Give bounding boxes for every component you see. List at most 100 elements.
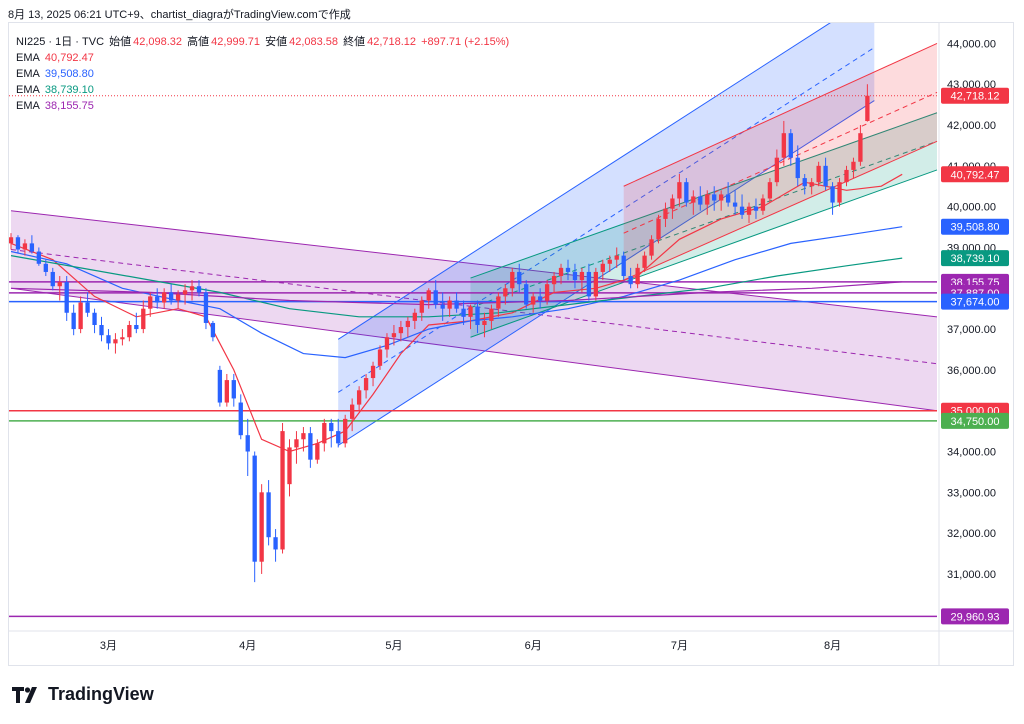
legend-ema-label: EMA bbox=[16, 68, 40, 80]
candle-body bbox=[217, 369, 223, 403]
level-badge: 29,960.93 bbox=[951, 611, 1000, 623]
chart-frame[interactable]: 44,000.0043,000.0042,000.0041,000.0040,0… bbox=[8, 0, 1014, 666]
candle-body bbox=[15, 237, 21, 250]
candle-body bbox=[301, 433, 306, 440]
candle-body bbox=[280, 431, 285, 550]
candle-body bbox=[558, 267, 564, 277]
candle-body bbox=[642, 255, 647, 268]
y-tick-label: 42,000.00 bbox=[947, 120, 996, 132]
candle-body bbox=[691, 196, 696, 203]
candle-body bbox=[356, 390, 362, 405]
purple-down-channel-lower bbox=[10, 287, 938, 412]
candle-body bbox=[635, 267, 640, 285]
candle-body bbox=[391, 333, 397, 338]
candle-body bbox=[363, 378, 369, 391]
legend-low-value: 42,083.58 bbox=[289, 36, 339, 48]
candle-body bbox=[405, 320, 411, 328]
legend-ema-label: EMA bbox=[16, 100, 40, 112]
x-tick-label: 7月 bbox=[671, 640, 688, 652]
candle-body bbox=[572, 271, 578, 281]
candle-body bbox=[426, 290, 431, 301]
blue-up-channel-median bbox=[337, 47, 875, 393]
candle-body bbox=[712, 194, 717, 201]
candle-body bbox=[64, 282, 69, 313]
candle-body bbox=[189, 286, 195, 291]
candle-body bbox=[746, 206, 752, 215]
candle-body bbox=[106, 335, 111, 344]
candle-body bbox=[698, 196, 703, 205]
tradingview-logo[interactable]: TradingView bbox=[12, 684, 154, 705]
candle-body bbox=[607, 259, 612, 264]
ema-badge: 39,508.80 bbox=[951, 222, 1000, 234]
candle-body bbox=[537, 296, 543, 301]
candle-body bbox=[823, 165, 828, 187]
x-tick-label: 8月 bbox=[824, 640, 841, 652]
x-tick-label: 3月 bbox=[100, 640, 117, 652]
candle-body bbox=[99, 325, 104, 336]
legend-close-value: 42,718.12 bbox=[367, 36, 417, 48]
candle-body bbox=[496, 296, 501, 309]
candle-body bbox=[503, 288, 508, 297]
candle-body bbox=[238, 402, 243, 436]
candle-body bbox=[252, 455, 257, 562]
ema-badge: 40,792.47 bbox=[951, 169, 1000, 181]
candle-body bbox=[489, 308, 494, 321]
candle-body bbox=[43, 263, 48, 272]
price-chart[interactable]: 44,000.0043,000.0042,000.0041,000.0040,0… bbox=[8, 0, 1013, 665]
candle-body bbox=[600, 263, 605, 272]
candle-body bbox=[732, 202, 738, 207]
candle-body bbox=[141, 308, 146, 330]
candle-body bbox=[865, 95, 870, 122]
legend-ema-row-1: EMA 40,792.47 bbox=[16, 50, 511, 66]
candle-body bbox=[127, 325, 132, 338]
legend-ema-row-2: EMA 39,508.80 bbox=[16, 66, 511, 82]
level-badge-bg bbox=[941, 412, 1009, 429]
y-tick-label: 36,000.00 bbox=[947, 365, 996, 377]
candle-body bbox=[36, 251, 42, 264]
candle-body bbox=[719, 194, 724, 201]
candle-body bbox=[196, 286, 202, 293]
y-tick-label: 32,000.00 bbox=[947, 528, 996, 540]
x-tick-label: 6月 bbox=[525, 640, 542, 652]
y-tick-label: 33,000.00 bbox=[947, 487, 996, 499]
candle-body bbox=[308, 433, 313, 460]
candle-body bbox=[266, 492, 271, 538]
candle-body bbox=[315, 443, 320, 460]
candle-body bbox=[322, 422, 327, 444]
legend-ohlc-row: NI225 · 1日 · TVC 始値 42,098.32 高値 42,999.71… bbox=[16, 34, 511, 50]
candle-body bbox=[57, 282, 62, 287]
legend-symbol: NI225 · 1日 · TVC bbox=[16, 36, 105, 48]
candle-body bbox=[377, 349, 383, 366]
candle-body bbox=[29, 243, 35, 252]
candle-body bbox=[370, 365, 376, 379]
candle-body bbox=[802, 178, 807, 187]
candle-body bbox=[175, 294, 181, 301]
y-tick-label: 40,000.00 bbox=[947, 202, 996, 214]
candle-body bbox=[120, 337, 125, 340]
green-up-channel-median bbox=[470, 140, 938, 309]
legend-open-value: 42,098.32 bbox=[133, 36, 183, 48]
candle-body bbox=[71, 312, 76, 330]
candle-body bbox=[774, 157, 780, 183]
legend-change: +897.71 (+2.15%) bbox=[421, 36, 510, 48]
candle-body bbox=[705, 194, 710, 205]
candle-body bbox=[475, 306, 480, 325]
candle-body bbox=[231, 380, 236, 399]
candle-body bbox=[621, 255, 626, 277]
y-tick-label: 37,000.00 bbox=[947, 324, 996, 336]
candle-body bbox=[92, 312, 97, 325]
candle-body bbox=[22, 243, 28, 250]
candle-body bbox=[725, 194, 731, 203]
legend-ema-row-4: EMA 38,155.75 bbox=[16, 98, 511, 114]
ema-badge: 38,739.10 bbox=[951, 253, 1000, 265]
candle-body bbox=[287, 447, 292, 485]
x-tick-label: 4月 bbox=[239, 640, 256, 652]
candle-body bbox=[649, 239, 654, 256]
red-up-channel-lower bbox=[623, 140, 938, 281]
legend-ema-value: 38,155.75 bbox=[44, 100, 94, 112]
candle-body bbox=[663, 208, 668, 219]
legend-low-label: 安値 bbox=[265, 36, 288, 48]
tradingview-brand: TradingView bbox=[48, 684, 154, 704]
candle-body bbox=[162, 292, 167, 303]
blue-up-channel-lower bbox=[337, 100, 875, 446]
